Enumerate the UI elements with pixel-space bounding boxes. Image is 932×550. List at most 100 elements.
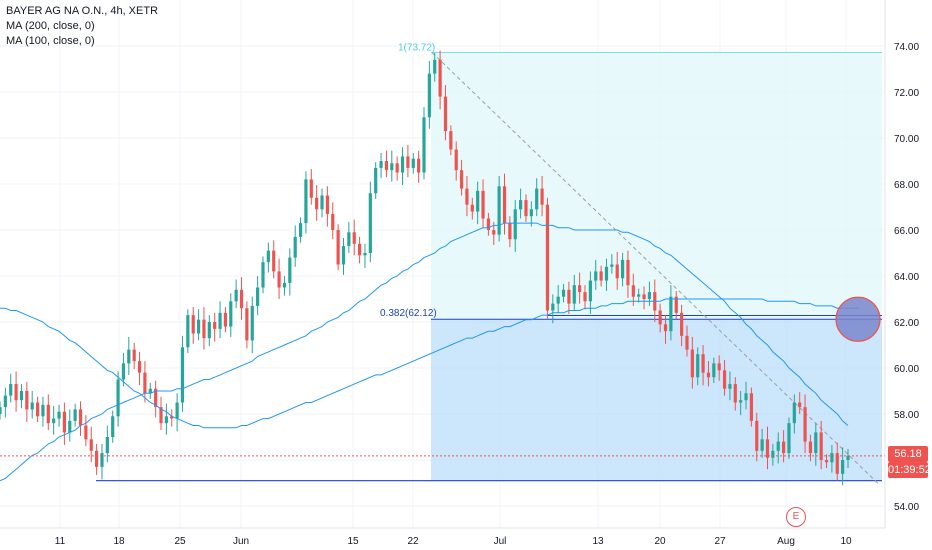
candle-body xyxy=(647,292,652,299)
candle-body xyxy=(19,391,24,401)
candle-body xyxy=(497,186,501,235)
candle-body xyxy=(175,402,179,419)
candle-body xyxy=(663,324,668,332)
time-axis[interactable]: 11 18 25 Jun 15 22 Jul 13 20 27 Aug 10 xyxy=(55,536,852,547)
candle-body xyxy=(631,285,635,297)
candle-body xyxy=(492,230,496,235)
candle-body xyxy=(320,195,324,210)
candle-body xyxy=(567,289,571,304)
candle-body xyxy=(771,450,775,458)
candle-body xyxy=(803,407,807,442)
ma-100-line xyxy=(0,222,849,482)
price-tick-label: 62.00 xyxy=(894,318,919,329)
candle-body xyxy=(706,372,711,378)
candle-body xyxy=(744,393,748,401)
time-tick-label: 22 xyxy=(407,536,419,547)
candle-body xyxy=(749,393,753,421)
candle-body xyxy=(250,305,254,341)
candle-body xyxy=(712,363,716,378)
time-tick-label: 20 xyxy=(654,536,666,547)
candle-body xyxy=(427,73,431,118)
candle-body xyxy=(180,347,185,403)
candle-body xyxy=(808,441,813,454)
candle-body xyxy=(620,259,625,279)
candle-body xyxy=(116,379,120,417)
candle-body xyxy=(68,420,72,433)
price-tick-label: 74.00 xyxy=(894,42,919,53)
candle-body xyxy=(835,453,839,474)
time-tick-label: 11 xyxy=(55,536,66,547)
earnings-icon[interactable]: E xyxy=(786,507,806,527)
candle-body xyxy=(400,156,405,173)
candle-body xyxy=(519,200,523,210)
candle-body xyxy=(105,437,109,454)
candle-body xyxy=(30,402,34,410)
candle-body xyxy=(121,363,126,380)
time-tick-label: 25 xyxy=(174,536,186,547)
fibonacci-zones[interactable] xyxy=(96,51,882,482)
candle-body xyxy=(792,402,796,424)
candle-body xyxy=(685,335,689,350)
fib-upper-zone xyxy=(431,52,882,320)
candle-body xyxy=(218,312,222,329)
candle-body xyxy=(352,232,356,244)
candle-body xyxy=(148,388,152,394)
candle-body xyxy=(588,280,592,302)
last-price-tag: 56.18 xyxy=(888,446,928,462)
price-axis[interactable]: 74.00 72.00 70.00 68.00 66.00 64.00 62.00 60.00… xyxy=(894,42,919,513)
candle-body xyxy=(390,163,394,171)
candle-body xyxy=(411,158,415,168)
countdown-tag: 01:39:52 xyxy=(888,462,931,478)
candle-body xyxy=(347,232,351,247)
candle-body xyxy=(824,460,829,463)
candle-body xyxy=(728,384,732,389)
candle-body xyxy=(417,158,421,173)
candle-body xyxy=(626,259,630,286)
candle-body xyxy=(481,190,485,219)
candle-body xyxy=(132,349,136,362)
candle-body xyxy=(696,354,700,378)
candle-body xyxy=(841,460,845,474)
candle-body xyxy=(594,271,598,281)
fib-lower-zone xyxy=(431,319,882,481)
ma200-legend[interactable]: MA (200, close, 0) xyxy=(6,20,95,32)
candle-body xyxy=(556,296,560,304)
symbol-title[interactable]: BAYER AG NA O.N., 4h, XETR xyxy=(6,5,159,17)
candle-body xyxy=(73,409,77,421)
candle-body xyxy=(615,264,619,279)
candle-body xyxy=(798,402,802,408)
target-circle-marker[interactable] xyxy=(835,296,881,342)
candle-body xyxy=(508,223,512,240)
candle-body xyxy=(62,411,67,433)
candle-body xyxy=(739,400,743,403)
candle-body xyxy=(583,292,587,302)
candle-body xyxy=(610,264,614,267)
candle-body xyxy=(363,253,367,256)
candle-body xyxy=(57,411,61,419)
price-tick-label: 70.00 xyxy=(894,134,919,145)
candle-body xyxy=(293,236,297,258)
candle-body xyxy=(95,450,99,467)
candle-body xyxy=(196,319,201,334)
candle-body xyxy=(137,361,142,373)
candle-body xyxy=(465,188,469,205)
candle-body xyxy=(406,156,410,168)
candles xyxy=(0,50,850,486)
candle-body xyxy=(304,179,308,224)
candle-body xyxy=(438,59,442,97)
candle-body xyxy=(776,441,780,451)
time-tick-label: 18 xyxy=(113,536,125,547)
candle-body xyxy=(341,246,346,265)
ma100-legend[interactable]: MA (100, close, 0) xyxy=(6,35,95,47)
candle-body xyxy=(325,195,329,214)
candle-body xyxy=(315,197,319,210)
candle-body xyxy=(384,161,389,171)
candle-body xyxy=(245,308,249,341)
candle-body xyxy=(454,149,458,171)
fib-label-1: 1(73.72) xyxy=(398,42,435,53)
candle-body xyxy=(277,271,281,288)
time-tick-label: Jun xyxy=(233,536,249,547)
candle-body xyxy=(658,310,662,325)
candle-body xyxy=(604,266,609,281)
